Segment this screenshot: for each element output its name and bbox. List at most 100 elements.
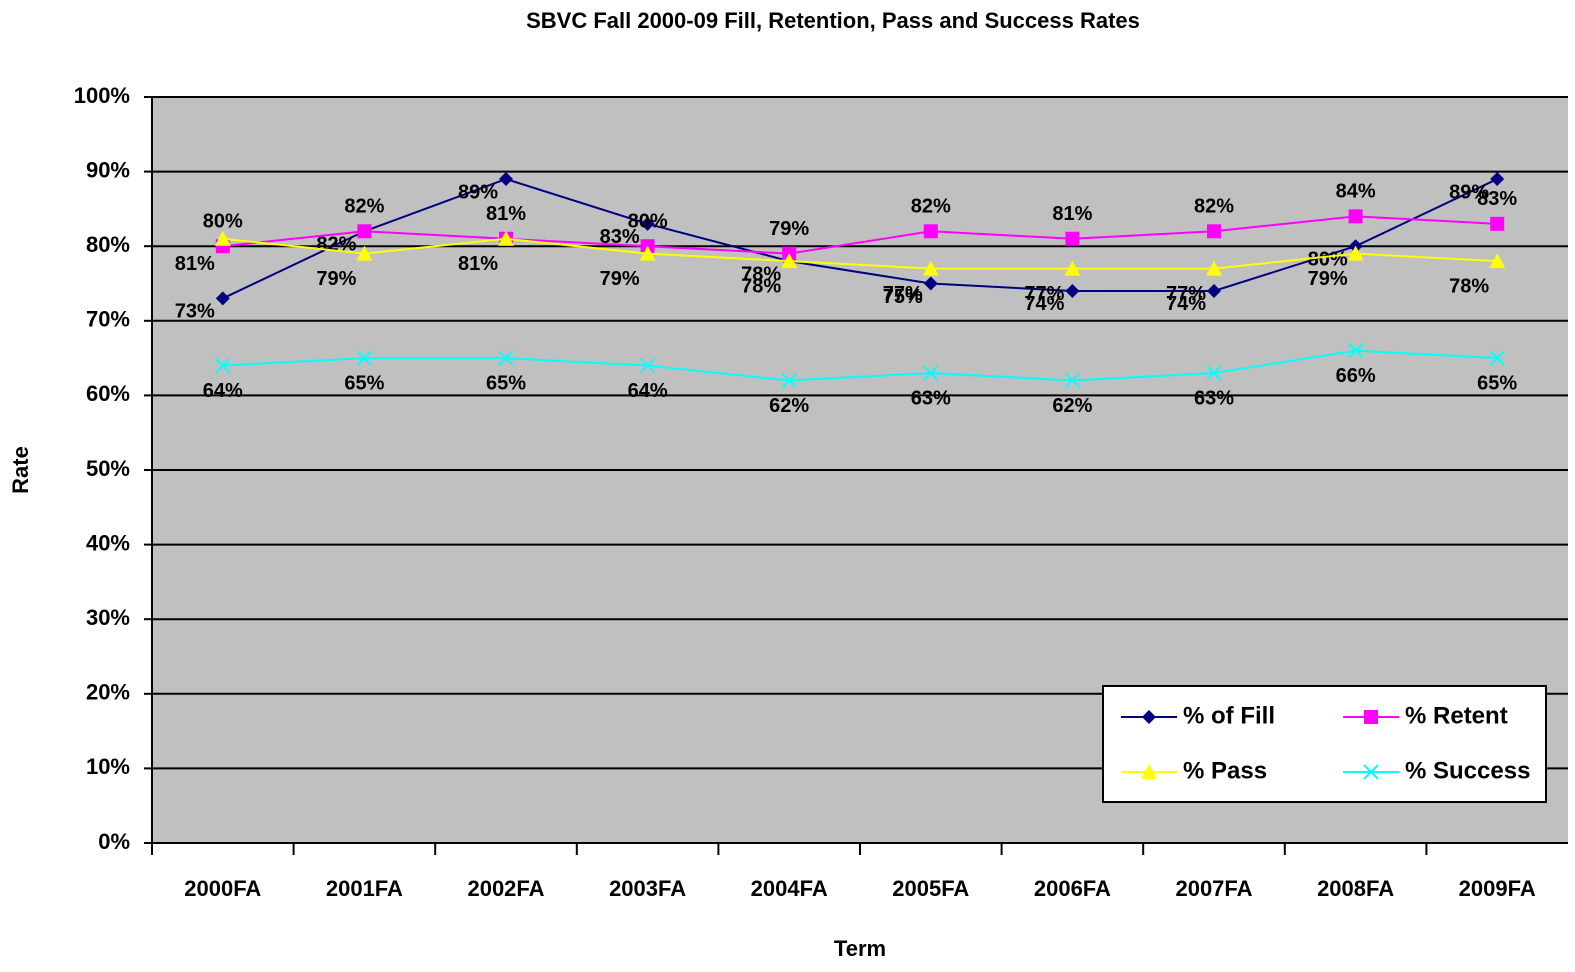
x-tick-label: 2003FA [609,876,686,901]
series-line [222,349,1498,382]
data-point [356,350,373,366]
data-label: 73% [175,301,215,323]
data-point [1207,224,1221,239]
data-label: 79% [1308,268,1348,290]
data-label: 74% [1166,293,1206,315]
legend-label: % Retent [1405,702,1508,729]
data-label: 81% [486,203,526,225]
data-label: 63% [1194,387,1234,409]
data-point [1489,253,1506,269]
y-axis-label: Rate [8,446,33,494]
data-point [1490,172,1505,187]
data-point [1064,260,1081,276]
y-tick-label: 50% [86,456,130,481]
y-tick-label: 60% [86,381,130,406]
y-tick-label: 30% [86,605,130,630]
data-point [357,224,372,239]
data-label: 89% [458,181,498,203]
data-label: 79% [769,218,809,240]
data-point [1347,245,1364,261]
legend-box [1102,685,1547,803]
data-label: 74% [1024,293,1064,315]
legend-label: % Pass [1183,757,1267,784]
y-tick-label: 80% [86,232,130,257]
data-label: 66% [1336,365,1376,387]
data-label: 80% [628,210,668,232]
x-tick-label: 2008FA [1317,876,1394,901]
x-tick-label: 2001FA [326,876,403,901]
data-point [1489,350,1505,366]
chart-title: SBVC Fall 2000-09 Fill, Retention, Pass … [526,8,1140,33]
data-point [1065,231,1080,246]
data-label: 62% [769,395,809,417]
data-point [215,357,231,374]
data-label: 75% [883,286,923,308]
legend-label: % Success [1405,757,1530,784]
data-label: 77% [1166,283,1206,305]
data-point [639,245,656,261]
data-point [1206,365,1222,381]
data-point [1064,372,1081,389]
data-label: 81% [175,253,215,275]
data-label: 81% [458,253,498,275]
data-point [1490,216,1505,231]
data-label: 79% [600,268,640,290]
data-point [640,216,655,231]
data-label: 63% [911,387,951,409]
legend-marker [1141,764,1157,779]
y-tick-label: 90% [86,157,130,182]
y-tick-label: 10% [86,754,130,779]
data-label: 77% [883,283,923,305]
data-label: 65% [486,372,526,394]
data-point [498,230,514,246]
data-label: 83% [1477,188,1517,210]
data-label: 78% [1449,275,1489,297]
data-point [923,276,938,291]
data-point [781,253,798,269]
legend-marker [1142,710,1156,724]
data-point [1348,209,1363,224]
data-label: 65% [1477,372,1517,394]
data-label: 78% [741,275,781,297]
data-label: 65% [344,372,384,394]
x-tick-label: 2000FA [184,876,261,901]
data-point [1347,342,1364,359]
y-tick-label: 100% [74,83,130,108]
data-label: 80% [203,210,243,232]
data-point [1207,283,1221,298]
x-axis-label: Term [834,936,886,961]
data-label: 62% [1052,395,1092,417]
data-label: 64% [203,380,243,402]
data-point [781,372,797,389]
data-label: 82% [344,196,384,218]
data-label: 83% [600,226,640,248]
series-line [222,178,1498,300]
data-point [1065,283,1080,298]
data-point [215,291,230,306]
series-line [222,215,1498,255]
data-point [214,230,231,246]
series-line [222,237,1498,270]
data-point [1206,260,1222,276]
legend-marker [1363,764,1379,780]
data-point [498,350,514,366]
data-label: 84% [1336,181,1376,203]
data-label: 80% [1308,248,1348,270]
data-point [499,172,513,187]
x-tick-label: 2004FA [751,876,828,901]
data-point [639,357,656,374]
x-tick-label: 2002FA [467,876,544,901]
data-label: 82% [1194,196,1234,218]
data-label: 79% [316,268,356,290]
x-tick-label: 2005FA [892,876,969,901]
data-point [356,245,373,261]
x-tick-label: 2009FA [1459,876,1536,901]
data-label: 89% [1449,181,1489,203]
legend-marker [1364,710,1378,724]
data-point [923,224,938,239]
data-point [922,260,939,276]
data-label: 77% [1024,283,1064,305]
data-label: 64% [628,380,668,402]
data-point [923,365,939,381]
